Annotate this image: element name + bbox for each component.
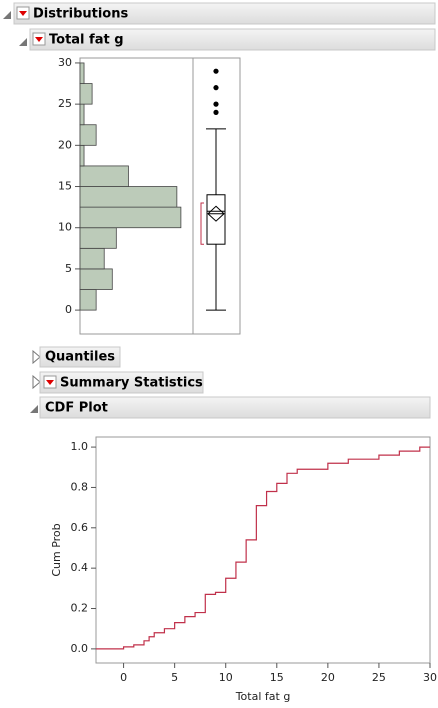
y-tick-label: 0.6 (71, 521, 89, 534)
y-tick-label: 0.2 (71, 602, 89, 615)
histogram-bar (79, 103, 85, 126)
cdf-frame (95, 436, 431, 664)
outlier (213, 68, 219, 74)
y-tick-label: 15 (58, 180, 72, 193)
histogram-bar (79, 144, 85, 167)
histogram-bar (79, 124, 97, 146)
header-title: Quantiles (45, 350, 115, 365)
y-tick-label: 10 (58, 221, 72, 234)
header-title: Summary Statistics (60, 376, 203, 391)
y-tick-label: 0.4 (71, 561, 89, 574)
y-tick-label: 20 (58, 138, 72, 151)
y-tick-label: 0.0 (71, 642, 89, 655)
y-tick-label: 5 (65, 262, 72, 275)
y-axis-label: Cum Prob (50, 523, 63, 576)
disclosure[interactable] (32, 349, 41, 365)
disclosure[interactable] (32, 374, 41, 390)
header-title: Distributions (33, 7, 128, 22)
header-bar (29, 28, 436, 51)
outlier (213, 109, 219, 115)
histogram-bar (79, 247, 105, 270)
histogram-bar (79, 268, 113, 290)
header-bar[interactable] (39, 371, 204, 394)
y-tick-label: 30 (58, 56, 72, 69)
cdf-line (96, 446, 430, 650)
x-tick-label: 10 (219, 671, 233, 684)
x-tick-label: 15 (270, 671, 284, 684)
x-tick-label: 20 (321, 671, 335, 684)
histogram-bar (79, 186, 178, 208)
histogram-bar (79, 289, 97, 311)
mean-diamond (207, 205, 225, 222)
menu-triangle (46, 380, 54, 385)
header-title: Total fat g (49, 33, 124, 48)
disclosure[interactable] (30, 405, 38, 413)
disclosure[interactable] (19, 38, 27, 46)
box (206, 194, 226, 245)
header-title: CDF Plot (45, 401, 108, 416)
x-tick-label: 0 (120, 671, 127, 684)
histogram-bar (79, 227, 117, 249)
histogram-bar (79, 62, 85, 84)
histogram-bar (79, 165, 129, 187)
y-tick-label: 1.0 (71, 440, 89, 453)
y-tick-label: 0.8 (71, 480, 89, 493)
header-bar[interactable] (39, 396, 431, 419)
y-tick-label: 0 (65, 303, 72, 316)
shortest-half (200, 202, 204, 245)
histogram-bar (79, 206, 182, 229)
x-tick-label: 5 (171, 671, 178, 684)
header-bar[interactable] (39, 346, 121, 368)
x-tick-label: 25 (372, 671, 386, 684)
header-bar (13, 2, 436, 25)
outlier (213, 85, 219, 91)
outlier (213, 101, 219, 107)
x-axis-label: Total fat g (235, 690, 291, 703)
menu-triangle (35, 37, 43, 42)
menu-triangle (19, 11, 27, 16)
y-tick-label: 25 (58, 97, 72, 110)
histogram-bar (79, 83, 93, 105)
disclosure[interactable] (3, 11, 11, 19)
x-tick-label: 30 (423, 671, 437, 684)
